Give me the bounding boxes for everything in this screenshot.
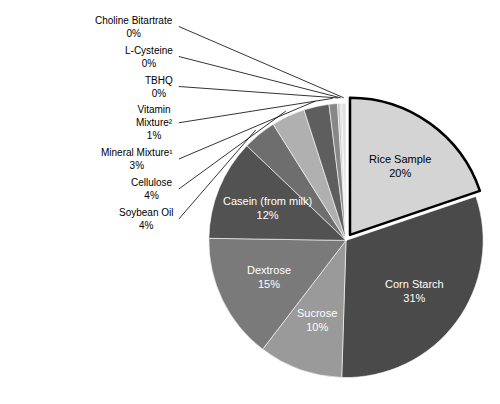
svg-text:Sucrose10%: Sucrose10% bbox=[297, 307, 337, 333]
svg-text:Cellulose4%: Cellulose4% bbox=[131, 177, 173, 201]
svg-text:Casein (from milk)12%: Casein (from milk)12% bbox=[223, 195, 312, 221]
svg-text:Choline Bitartrate0%: Choline Bitartrate0% bbox=[95, 15, 173, 39]
svg-text:VitaminMixture²1%: VitaminMixture²1% bbox=[136, 104, 173, 141]
svg-text:Rice Sample20%: Rice Sample20% bbox=[369, 153, 431, 179]
svg-text:TBHQ0%: TBHQ0% bbox=[145, 75, 173, 99]
svg-text:Soybean Oil4%: Soybean Oil4% bbox=[119, 207, 173, 231]
svg-text:Mineral Mixture¹3%: Mineral Mixture¹3% bbox=[101, 147, 173, 171]
svg-text:Dextrose15%: Dextrose15% bbox=[247, 264, 291, 290]
svg-text:L-Cysteine0%: L-Cysteine0% bbox=[125, 45, 173, 69]
svg-text:Corn Starch31%: Corn Starch31% bbox=[385, 278, 444, 304]
